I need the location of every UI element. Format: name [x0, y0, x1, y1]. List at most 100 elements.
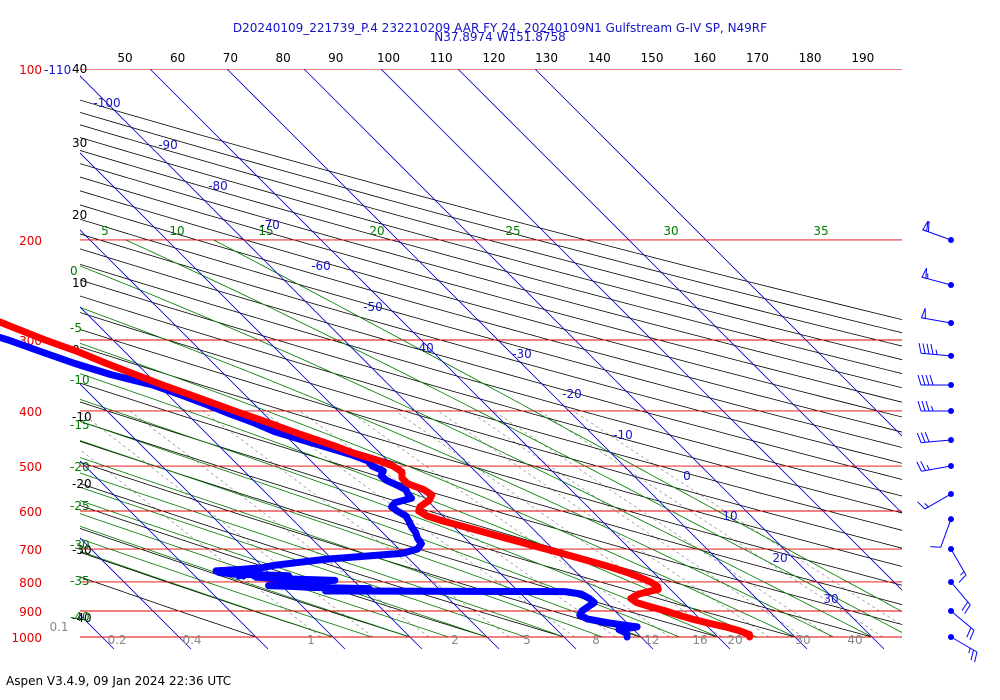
mixing-ratio-line	[573, 410, 902, 626]
pressure-tick-label: 1000	[11, 631, 42, 645]
dewpoint-point	[240, 573, 247, 580]
mixing-ratio-bottom-label: 5	[523, 633, 531, 647]
wind-barb	[948, 578, 971, 614]
pressure-tick-label: 900	[19, 605, 42, 619]
isotherm-line	[534, 69, 902, 437]
theta-top-label: 50	[117, 51, 132, 65]
wind-barb	[916, 460, 954, 472]
mixing-ratio-left-label: -30	[70, 538, 90, 552]
isotherm-label: -20	[562, 387, 582, 401]
isotherm-line	[457, 69, 902, 514]
altitude-label: -20	[72, 477, 92, 491]
isotherm-label: -70	[260, 218, 280, 232]
moist-adiabat-line	[80, 550, 334, 638]
pressure-tick-label: 600	[19, 505, 42, 519]
pressure-tick-label: 700	[19, 543, 42, 557]
dry-adiabat-line	[80, 382, 902, 625]
moist-adiabat-line	[80, 513, 449, 638]
wind-barb	[916, 432, 954, 444]
dry-adiabat-line	[80, 263, 902, 497]
altitude-label: 30	[72, 136, 87, 150]
mixing-ratio-left-label: 0	[70, 264, 78, 278]
mixing-ratio-top-label: 10	[169, 224, 184, 238]
temperature-top-label: -110	[44, 63, 71, 77]
isotherm-label: -60	[311, 259, 331, 273]
dry-adiabat-line	[80, 461, 642, 638]
altitude-label: 40	[72, 62, 87, 76]
dry-adiabat-line	[80, 420, 796, 638]
dewpoint-line	[0, 333, 641, 641]
dewpoint-point	[416, 588, 423, 595]
dry-adiabat-line	[80, 124, 902, 347]
temperature-line	[0, 318, 754, 641]
altitude-label: -40	[72, 611, 92, 625]
isotherm-label: -50	[363, 300, 383, 314]
isotherm-label: 0	[683, 469, 691, 483]
dry-adiabat-line	[80, 137, 902, 361]
isotherm-label: -10	[613, 428, 633, 442]
mixing-ratio-line	[129, 410, 430, 638]
theta-top-label: 60	[170, 51, 185, 65]
dry-adiabat-line	[80, 483, 565, 638]
dry-adiabat-line	[80, 190, 902, 418]
dewpoint-point	[235, 573, 242, 580]
moist-adiabat-line	[80, 420, 680, 638]
mixing-ratio-bottom-label: 1	[307, 633, 315, 647]
theta-top-label: 130	[535, 51, 558, 65]
theta-top-label: 150	[641, 51, 664, 65]
mixing-ratio-bottom-label: 20	[727, 633, 742, 647]
dry-adiabat-line	[80, 505, 488, 638]
isotherm-line	[149, 69, 731, 650]
isotherm-line	[80, 306, 423, 650]
dry-adiabat-line	[80, 551, 334, 638]
dewpoint-point	[394, 588, 401, 595]
dewpoint-point	[512, 588, 519, 595]
mixing-ratio-bottom-label: 16	[692, 633, 707, 647]
wind-barb	[917, 490, 954, 510]
dewpoint-point	[454, 588, 461, 595]
wind-barbs	[916, 220, 978, 663]
theta-top-label: 70	[223, 51, 238, 65]
mixing-ratio-left-label: -25	[70, 499, 90, 513]
mixing-ratio-left-label: -10	[70, 373, 90, 387]
wind-barb	[922, 220, 954, 243]
wind-barb	[948, 634, 978, 663]
chart-subtitle: N37.8974 W151.8758	[434, 30, 566, 44]
dry-adiabat-line	[80, 346, 902, 586]
mixing-ratio-bottom-label: 0.2	[107, 633, 126, 647]
altitude-label: 10	[72, 276, 87, 290]
theta-top-label: 80	[275, 51, 290, 65]
moist-adiabat-line	[80, 307, 834, 638]
dewpoint-point	[541, 588, 548, 595]
dry-adiabat-line	[80, 328, 902, 567]
dewpoint-point	[369, 588, 376, 595]
wind-barb	[917, 400, 954, 414]
moist-adiabat-line	[80, 538, 372, 638]
mixing-ratio-top-label: 15	[258, 224, 273, 238]
dry-adiabat-line	[80, 218, 902, 448]
pressure-tick-label: 200	[19, 234, 42, 248]
dry-adiabat-line	[80, 150, 902, 374]
isotherm-line	[80, 383, 346, 650]
dewpoint-point	[263, 573, 270, 580]
dry-adiabat-line	[80, 527, 411, 638]
isotherm-line	[80, 537, 192, 650]
theta-top-label: 190	[851, 51, 874, 65]
mixing-ratio-bottom-label: 0.4	[182, 633, 201, 647]
dry-adiabat-line	[80, 364, 902, 606]
dry-adiabat-line	[80, 576, 257, 638]
isotherm-line	[380, 69, 902, 591]
wind-barb	[930, 516, 954, 548]
pressure-tick-label: 400	[19, 405, 42, 419]
isotherm-line	[0, 69, 37, 649]
theta-top-label: 140	[588, 51, 611, 65]
dewpoint-point	[435, 588, 442, 595]
dewpoint-point	[551, 588, 558, 595]
mixing-ratio-left-label: -20	[70, 460, 90, 474]
theta-top-label: 120	[482, 51, 505, 65]
mixing-ratio-bottom-label: 2	[451, 633, 459, 647]
isotherm-label: -90	[158, 138, 178, 152]
isotherm-line	[80, 152, 577, 650]
altitude-label: -30	[72, 543, 92, 557]
mixing-ratio-top-label: 30	[663, 224, 678, 238]
